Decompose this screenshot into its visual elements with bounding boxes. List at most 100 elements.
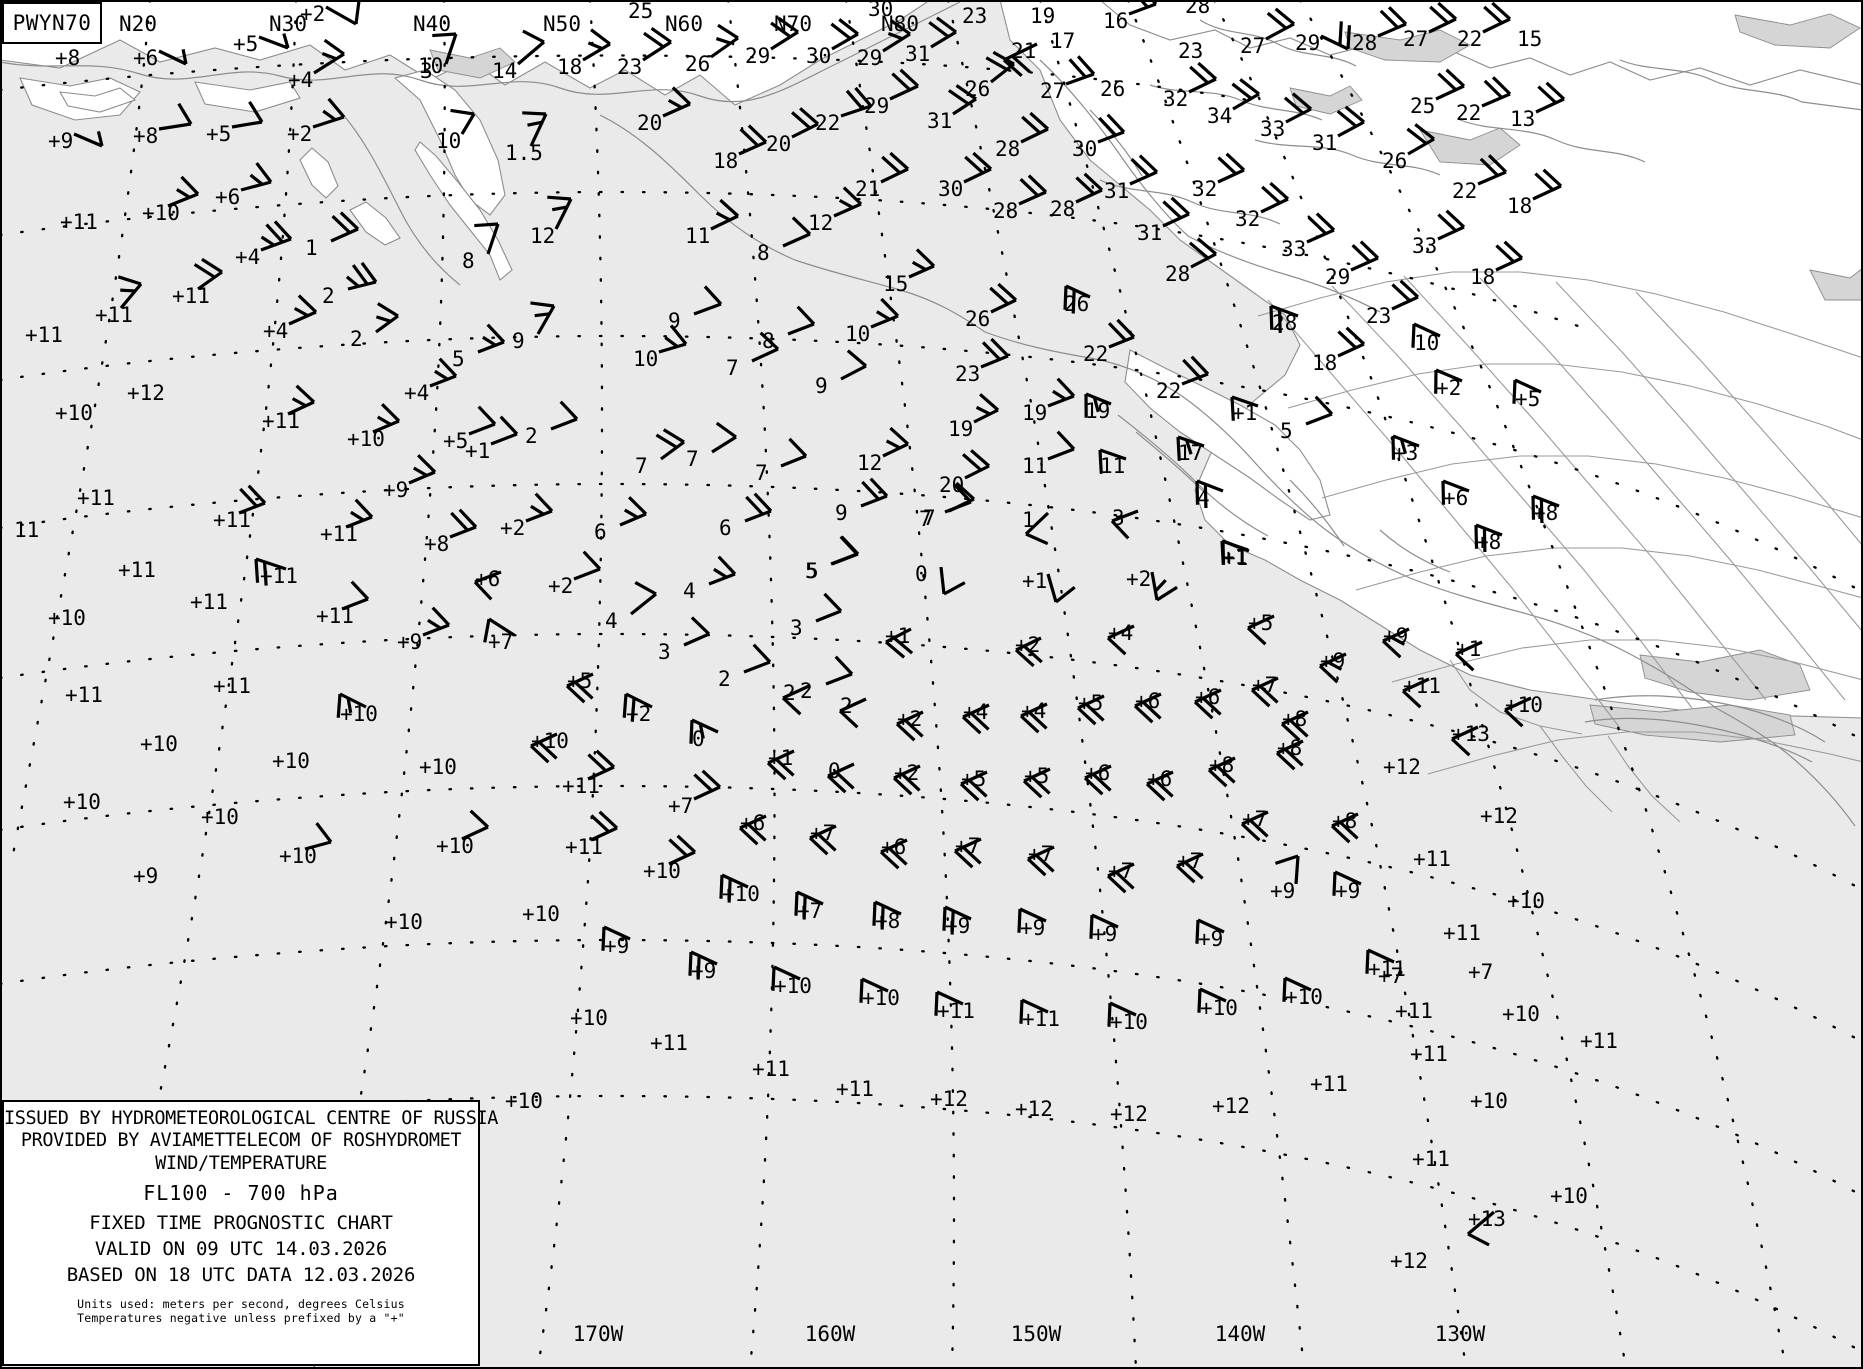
- wind-barb-staff: [1482, 17, 1511, 34]
- wind-barb-full: [808, 836, 829, 856]
- wind-barb-staff: [880, 167, 909, 184]
- wind-barb-full: [1246, 626, 1267, 646]
- temperature-label: +8: [1282, 707, 1307, 731]
- wind-barb-staff: [1111, 509, 1139, 523]
- temperature-label: 4: [1197, 486, 1210, 510]
- station-plot: 5: [452, 323, 506, 371]
- wind-barb-full: [1387, 6, 1408, 26]
- wind-barb-full: [1130, 158, 1150, 177]
- temperature-label: +8: [1332, 809, 1357, 833]
- longitude-label-140W: 140W: [1215, 1322, 1266, 1346]
- wind-barb-full: [1107, 322, 1127, 342]
- wind-barb-full: [693, 773, 713, 792]
- wind-barb-full: [1197, 988, 1202, 1013]
- station-plot: +9: [1318, 649, 1347, 684]
- wind-barb-half: [698, 723, 705, 739]
- temperature-label: 22: [1457, 27, 1482, 51]
- wind-barb-staff: [1391, 295, 1419, 311]
- station-plot: +4: [263, 294, 318, 343]
- station-plot: 31: [1104, 154, 1159, 203]
- wind-barb-full: [1089, 914, 1094, 939]
- wind-barb-full: [590, 28, 611, 46]
- station-plot: 28: [1165, 237, 1218, 286]
- temperature-label: 32: [1192, 177, 1217, 201]
- station-plot: 28: [1050, 172, 1104, 221]
- temperature-label: +11: [1022, 1007, 1060, 1031]
- legend-flight-level: FL100 - 700 hPa: [143, 1181, 339, 1205]
- wind-barb-full: [1280, 722, 1301, 742]
- wind-barb-full: [117, 275, 142, 286]
- wind-barb-half: [838, 198, 854, 210]
- wind-barb-staff: [1021, 998, 1049, 1014]
- vancouver-island-coast: [1594, 695, 1826, 743]
- temperature-label: 3: [790, 616, 803, 640]
- wind-barb-full: [1217, 156, 1237, 175]
- wind-barb-staff: [830, 552, 858, 566]
- wind-barb-full: [381, 403, 401, 423]
- temperature-label: +10: [55, 401, 93, 425]
- temperature-label: 23: [1178, 39, 1203, 63]
- wind-barb-full: [336, 693, 342, 718]
- wind-barb-full: [458, 508, 478, 529]
- alaska-south-coast: [984, 331, 1183, 397]
- wind-barb-staff: [658, 342, 687, 354]
- wind-barb-full: [1240, 822, 1261, 842]
- wind-barb-staff: [1331, 812, 1359, 828]
- temperature-label: +8: [55, 46, 80, 70]
- station-plot: 33: [1281, 212, 1336, 261]
- temperature-label: +9: [1198, 927, 1223, 951]
- station-plot: 10: [1411, 322, 1441, 355]
- station-plot: +10: [1550, 1184, 1588, 1208]
- station-plot: +8: [55, 46, 80, 70]
- wind-barb-full: [901, 773, 921, 792]
- legend-product-type: WIND/TEMPERATURE: [155, 1153, 327, 1174]
- wind-barb-full: [1261, 185, 1281, 205]
- station-plot: 11: [1098, 448, 1127, 478]
- station-plot: +5: [206, 100, 264, 146]
- wind-barb-staff: [1217, 168, 1245, 184]
- wind-barb-staff: [1402, 677, 1430, 693]
- wind-barb-full: [845, 89, 864, 110]
- wind-barb-full: [826, 774, 847, 794]
- wind-barb-staff: [1134, 692, 1162, 708]
- wind-barb-full: [690, 616, 711, 636]
- temperature-label: +10: [48, 606, 86, 630]
- temperature-label: +1: [885, 624, 910, 648]
- temperature-label: +9: [1092, 922, 1117, 946]
- wind-barb-full: [1330, 824, 1351, 844]
- temperature-label: +9: [383, 478, 408, 502]
- temperature-label: +12: [1015, 1097, 1053, 1121]
- wind-barb-full: [1182, 358, 1201, 379]
- temperature-label: +10: [643, 859, 681, 883]
- wind-barb-full: [1142, 701, 1162, 720]
- wind-barb-staff: [1466, 1210, 1496, 1236]
- temperature-label: +6: [1135, 689, 1160, 713]
- station-plot: 4: [605, 581, 657, 633]
- station-plot: 28: [995, 111, 1050, 161]
- temperature-label: +8: [875, 909, 900, 933]
- wind-barb-staff: [840, 104, 872, 118]
- wind-barb-full: [719, 198, 740, 218]
- wind-barb-full: [483, 618, 491, 643]
- wind-barb-half: [623, 508, 639, 519]
- wind-barb-staff: [488, 617, 515, 637]
- temperature-label: 0: [915, 562, 928, 586]
- wind-barb-full: [1026, 857, 1047, 877]
- wind-barb-full: [587, 753, 607, 772]
- wind-barb-staff: [375, 314, 399, 334]
- temperature-label: 18: [713, 149, 738, 173]
- wind-barb-full: [669, 324, 688, 346]
- station-plot: +4: [1106, 621, 1135, 656]
- wind-barb-full: [1259, 685, 1279, 704]
- wind-barb-half: [375, 315, 392, 323]
- wind-barb-staff: [529, 113, 548, 147]
- wind-barb-full: [1437, 1, 1458, 21]
- wind-barb-full: [895, 722, 916, 742]
- temperature-label: 21: [855, 177, 880, 201]
- temperature-label: +8: [1277, 736, 1302, 760]
- station-plot: +13: [1466, 1207, 1506, 1247]
- wind-barb-staff: [325, 5, 357, 26]
- wind-barb-full: [1162, 200, 1182, 219]
- wind-barb-staff: [893, 764, 921, 780]
- station-plot: 26: [1100, 77, 1125, 101]
